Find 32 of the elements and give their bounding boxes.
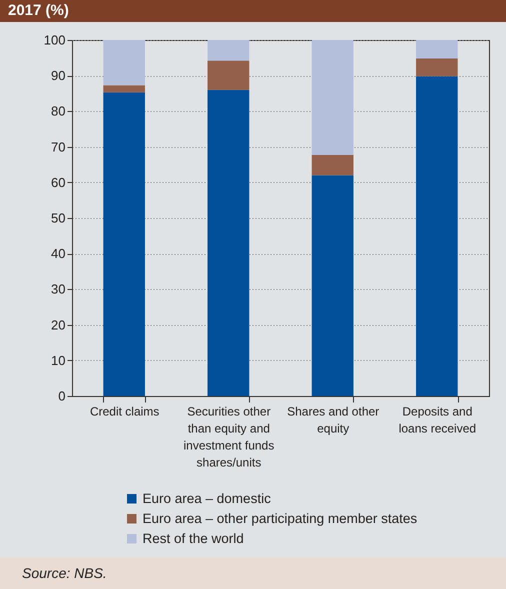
bar — [103, 85, 145, 92]
bar — [103, 92, 145, 396]
y-tick-label: 60 — [51, 174, 66, 190]
y-tick-label: 10 — [51, 352, 66, 368]
x-tick-label: Deposits and loans received — [398, 404, 476, 436]
y-tick-label: 20 — [51, 317, 66, 332]
bar — [312, 175, 354, 396]
bar — [416, 58, 458, 76]
source-note: Source: NBS. — [0, 558, 506, 589]
y-tick-label: 40 — [51, 246, 66, 262]
legend-label: Rest of the world — [142, 530, 244, 546]
legend-label: Euro area – domestic — [142, 490, 272, 506]
chart-title: 2017 (%) — [0, 0, 506, 22]
bar — [208, 90, 250, 396]
x-tick-label: Credit claims — [90, 404, 160, 418]
bar — [312, 154, 354, 176]
y-tick-label: 80 — [51, 104, 66, 119]
y-tick-label: 0 — [58, 388, 66, 404]
bar — [208, 60, 250, 90]
y-tick-label: 100 — [44, 32, 66, 48]
y-tick-label: 50 — [51, 210, 66, 226]
bar — [416, 40, 458, 59]
x-tick-label: Securities other than equity and investment funds shares/units — [184, 404, 274, 470]
legend-label: Euro area – other participating member states — [142, 510, 418, 526]
y-tick-label: 70 — [51, 139, 66, 154]
x-tick-label: Shares and other equity — [287, 404, 380, 436]
y-tick-label: 90 — [51, 68, 66, 84]
bar — [208, 40, 250, 61]
bar — [416, 76, 458, 396]
bar — [103, 40, 145, 86]
y-tick-label: 30 — [51, 282, 66, 297]
bar — [312, 40, 354, 155]
